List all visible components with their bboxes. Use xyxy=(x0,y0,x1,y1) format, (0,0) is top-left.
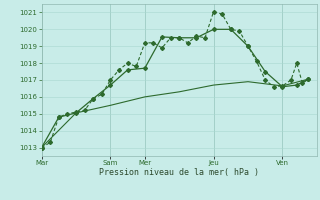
X-axis label: Pression niveau de la mer( hPa ): Pression niveau de la mer( hPa ) xyxy=(99,168,259,177)
